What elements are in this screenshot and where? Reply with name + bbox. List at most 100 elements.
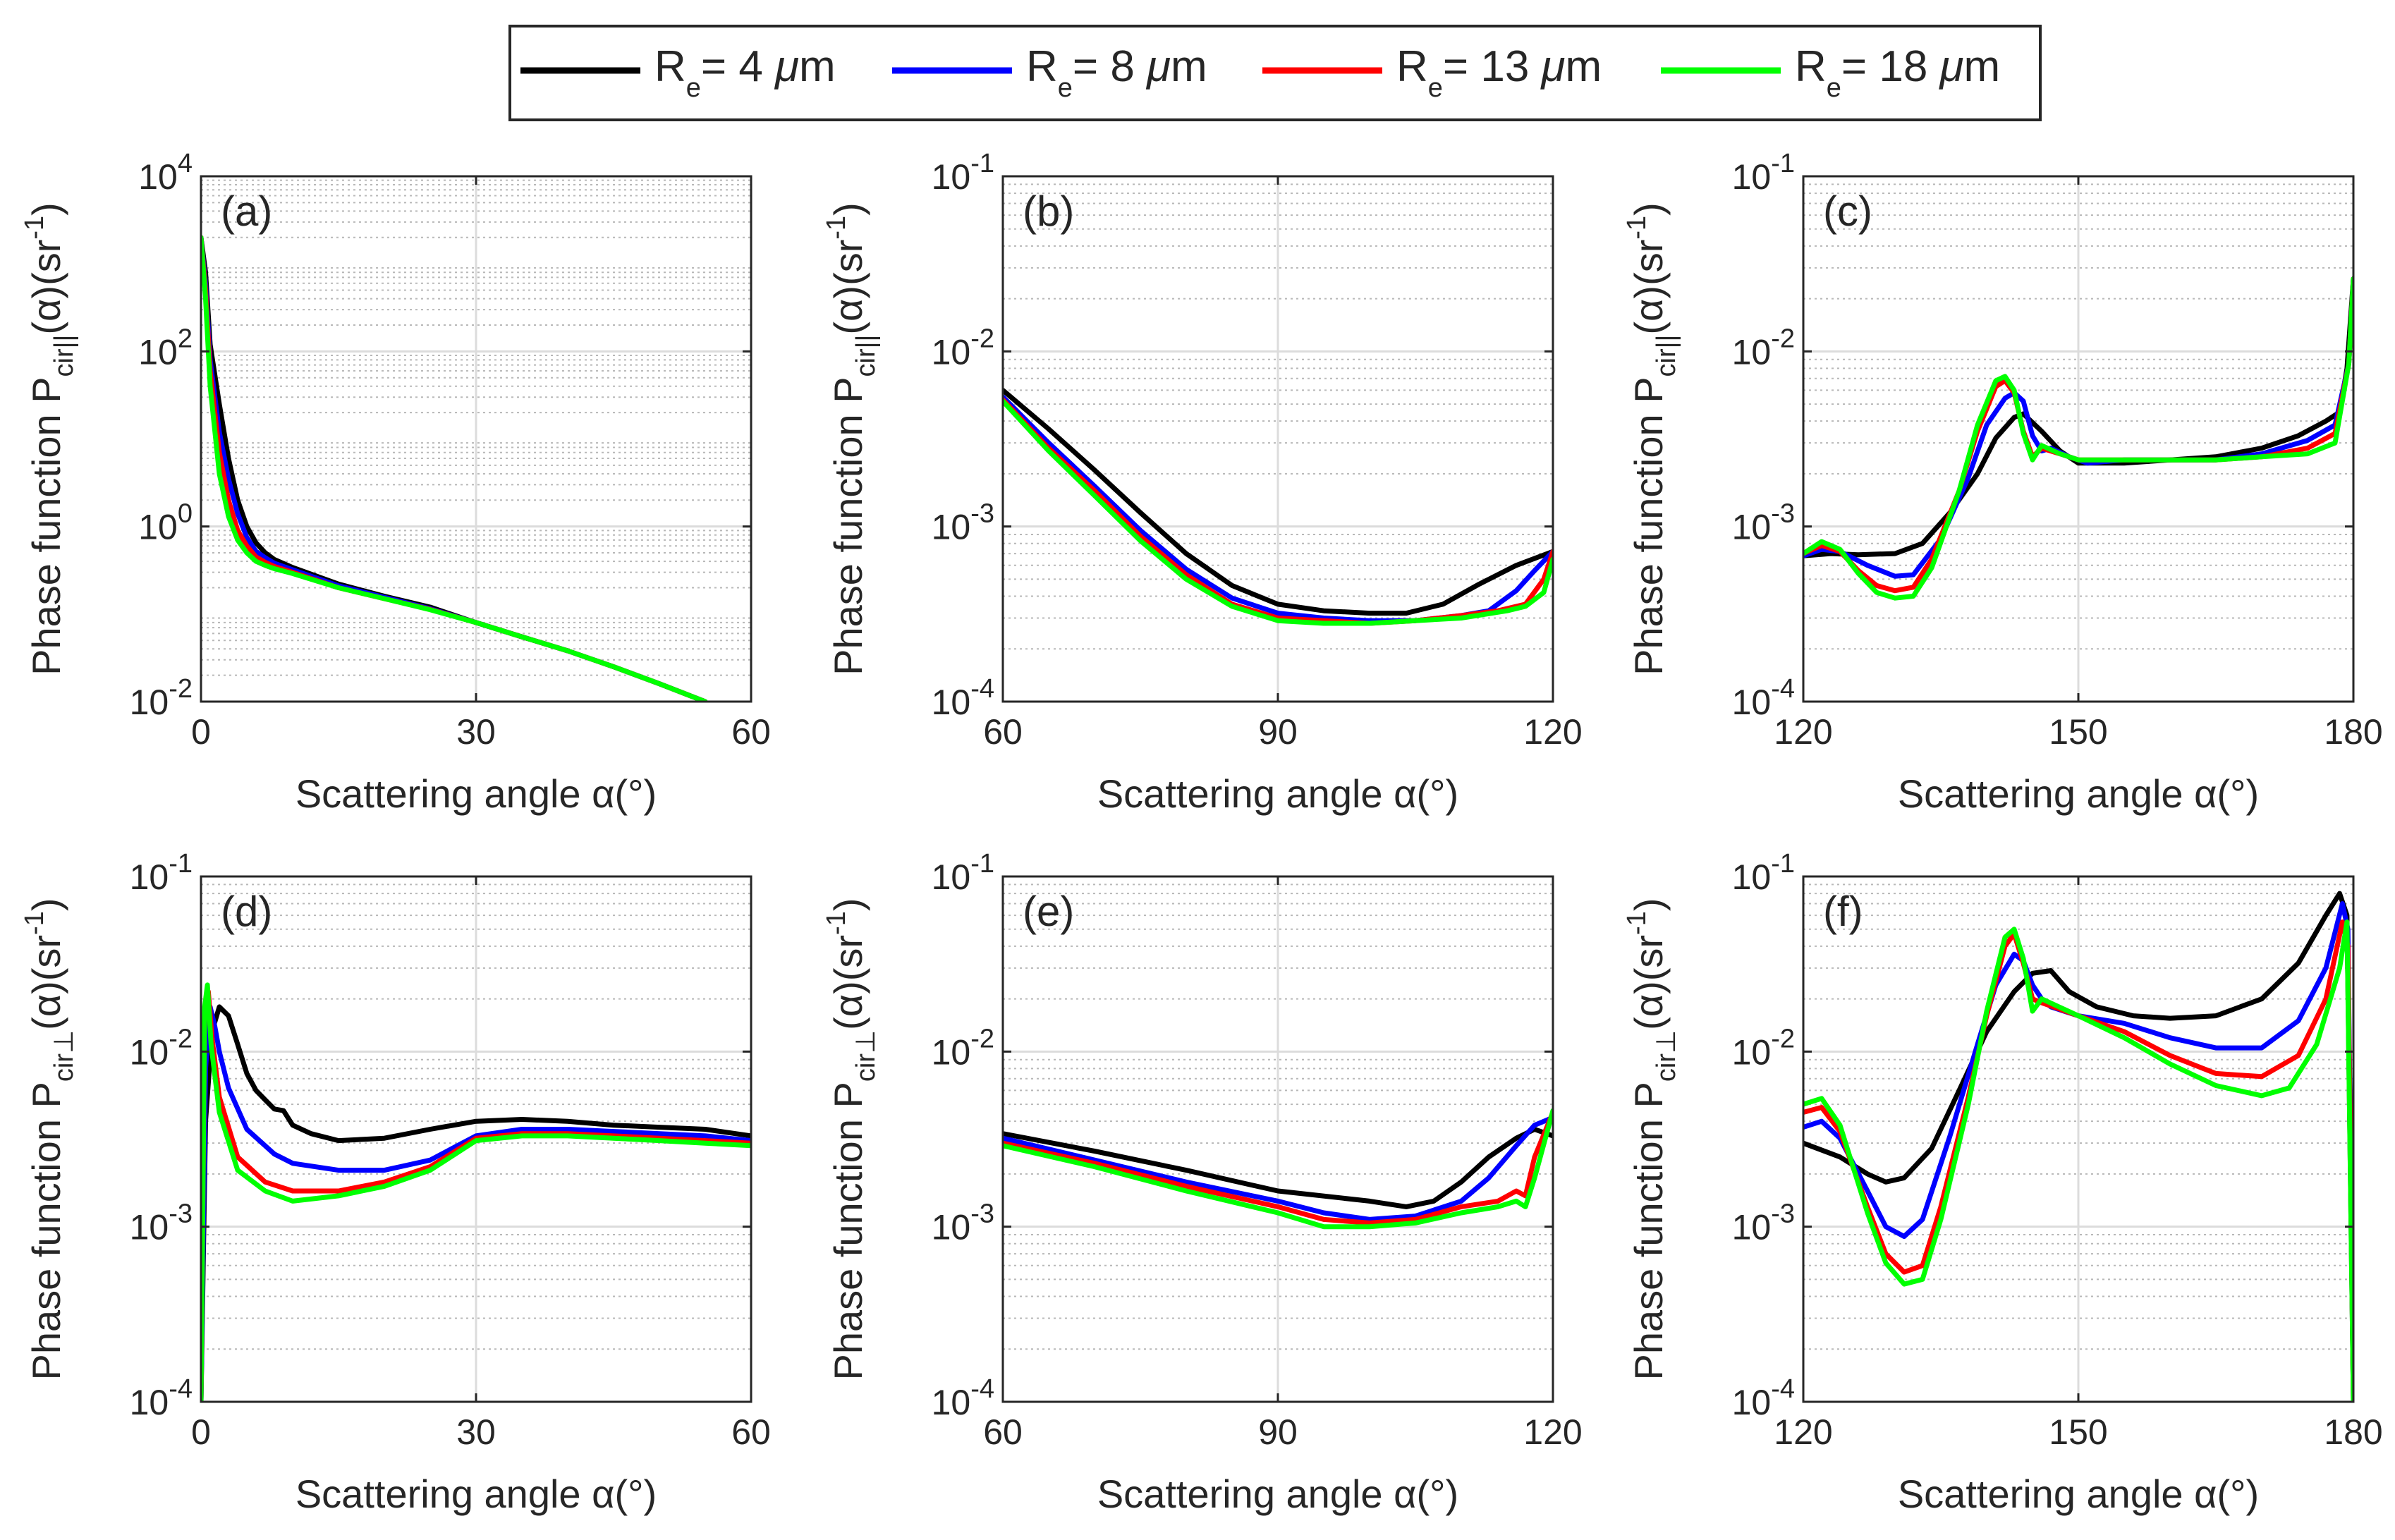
minor-grid xyxy=(201,179,751,676)
y-tick-label: 10-2 xyxy=(130,1024,193,1072)
y-tick-base: 10 xyxy=(138,508,178,547)
y-axis-label-sub: cir|| xyxy=(49,335,79,377)
y-tick-base: 10 xyxy=(932,1208,971,1247)
x-axis-label: Scattering angle α(°) xyxy=(295,1472,657,1516)
y-axis-label-close: ) xyxy=(826,202,870,216)
y-axis-label-rest: (α)(sr xyxy=(24,240,68,335)
legend-label-name: R xyxy=(654,42,686,91)
y-tick-base: 10 xyxy=(130,683,169,722)
panel-label: (b) xyxy=(1023,188,1074,235)
series-line-2 xyxy=(201,1004,751,1402)
series-line-1 xyxy=(201,1004,751,1402)
legend-label-eq: = 13 xyxy=(1443,42,1542,91)
y-tick-exp: -2 xyxy=(1771,324,1795,353)
legend-label-2: Re= 8 μm xyxy=(1026,42,1207,103)
y-axis-label-sub: cir⊥ xyxy=(851,1030,881,1082)
y-axis-label-rest: (α)(sr xyxy=(826,240,870,335)
series-line-1 xyxy=(1803,276,2353,558)
y-tick-base: 10 xyxy=(1732,1032,1772,1072)
y-axis-label: Phase function Pcir⊥(α)(sr-1) xyxy=(1622,898,1681,1380)
minor-grid xyxy=(1803,183,2353,650)
y-axis-label-main: Phase function P xyxy=(826,377,870,675)
y-ticks: 10-410-310-210-1 xyxy=(932,149,1553,722)
y-axis-label-main: Phase function P xyxy=(1626,377,1671,675)
legend-label-eq: = 18 xyxy=(1841,42,1940,91)
y-tick-label: 10-1 xyxy=(1732,149,1795,197)
y-tick-exp: -3 xyxy=(169,1199,193,1229)
legend-label-mu: μ xyxy=(1145,42,1171,91)
x-tick-label: 90 xyxy=(1258,1412,1298,1452)
y-axis-label-sup: -1 xyxy=(1622,216,1652,240)
x-tick-label: 150 xyxy=(2049,712,2107,752)
x-ticks: 60 90 120 xyxy=(983,176,1583,752)
series-line-1 xyxy=(201,235,708,702)
y-axis-label-rest: (α)(sr xyxy=(1626,240,1671,335)
y-axis-label-rest: (α)(sr xyxy=(1626,935,1671,1030)
x-tick-label: 180 xyxy=(2324,1412,2382,1452)
y-tick-exp: 2 xyxy=(178,324,193,353)
y-axis-label-sup: -1 xyxy=(1622,911,1652,935)
legend: Re = 4 μ m Re= 8 μm Re= 13 μm Re= 18 μm xyxy=(508,25,2042,121)
series-group xyxy=(201,982,751,1402)
y-tick-base: 10 xyxy=(130,1208,169,1247)
series-line-2 xyxy=(1003,1115,1553,1222)
panel-label: (f) xyxy=(1823,888,1863,935)
y-tick-exp: 0 xyxy=(178,499,193,529)
series-line-1 xyxy=(1803,891,2353,1402)
y-tick-exp: -1 xyxy=(970,149,994,178)
series-line-4 xyxy=(201,982,751,1402)
legend-label-eq: = 4 xyxy=(701,42,775,91)
series-line-2 xyxy=(1803,901,2353,1402)
series-group xyxy=(1003,1108,1553,1230)
x-tick-label: 120 xyxy=(1774,1412,1832,1452)
legend-label-3: Re= 13 μm xyxy=(1396,42,1602,103)
y-axis-label-sup: -1 xyxy=(822,216,851,240)
x-tick-label: 120 xyxy=(1523,712,1582,752)
y-axis-label-rest: (α)(sr xyxy=(24,935,68,1030)
series-line-4 xyxy=(1803,276,2353,601)
y-tick-label: 10-3 xyxy=(1732,499,1795,547)
y-tick-exp: -1 xyxy=(169,849,193,879)
y-tick-base: 10 xyxy=(932,508,971,547)
y-axis-label-main: Phase function P xyxy=(24,377,68,675)
legend-label-sub: e xyxy=(1827,73,1841,103)
legend-label-unit: m xyxy=(1566,42,1602,91)
x-axis-label: Scattering angle α(°) xyxy=(1898,771,2259,816)
y-tick-base: 10 xyxy=(138,157,178,197)
y-tick-label: 10-4 xyxy=(932,674,994,722)
y-tick-base: 10 xyxy=(1732,683,1772,722)
y-tick-exp: -1 xyxy=(1771,849,1795,879)
y-tick-label: 10-4 xyxy=(1732,674,1795,722)
y-tick-base: 10 xyxy=(932,332,971,372)
x-tick-label: 60 xyxy=(731,1412,771,1452)
legend-label-4: Re= 18 μm xyxy=(1795,42,2000,103)
y-tick-base: 10 xyxy=(1732,857,1772,897)
x-tick-label: 150 xyxy=(2049,1412,2107,1452)
x-tick-label: 60 xyxy=(731,712,771,752)
y-tick-label: 10-2 xyxy=(1732,324,1795,372)
y-tick-base: 10 xyxy=(130,857,169,897)
y-tick-exp: -4 xyxy=(1771,1374,1795,1404)
y-axis-label-close: ) xyxy=(1626,202,1671,216)
minor-grid xyxy=(1803,884,2353,1350)
y-axis-label-sup: -1 xyxy=(822,911,851,935)
panel-label: (d) xyxy=(221,888,272,935)
major-grid xyxy=(1803,876,2353,1402)
y-axis-label-rest: (α)(sr xyxy=(826,935,870,1030)
y-tick-label: 10-4 xyxy=(1732,1374,1795,1422)
y-axis-label-main: Phase function P xyxy=(1626,1082,1671,1380)
x-ticks: 0 30 60 xyxy=(191,176,771,752)
x-ticks: 60 90 120 xyxy=(983,876,1583,1452)
y-axis-label: Phase function Pcir||(α)(sr-1) xyxy=(20,202,79,676)
panel-label: (e) xyxy=(1023,888,1074,935)
x-tick-label: 120 xyxy=(1774,712,1832,752)
y-tick-base: 10 xyxy=(932,857,971,897)
y-tick-base: 10 xyxy=(1732,157,1772,197)
legend-label-name: R xyxy=(1026,42,1058,91)
y-axis-label: Phase function Pcir⊥(α)(sr-1) xyxy=(822,898,881,1380)
y-tick-label: 10-2 xyxy=(130,674,193,722)
y-tick-exp: -3 xyxy=(1771,499,1795,529)
y-tick-label: 10-3 xyxy=(932,1199,994,1247)
